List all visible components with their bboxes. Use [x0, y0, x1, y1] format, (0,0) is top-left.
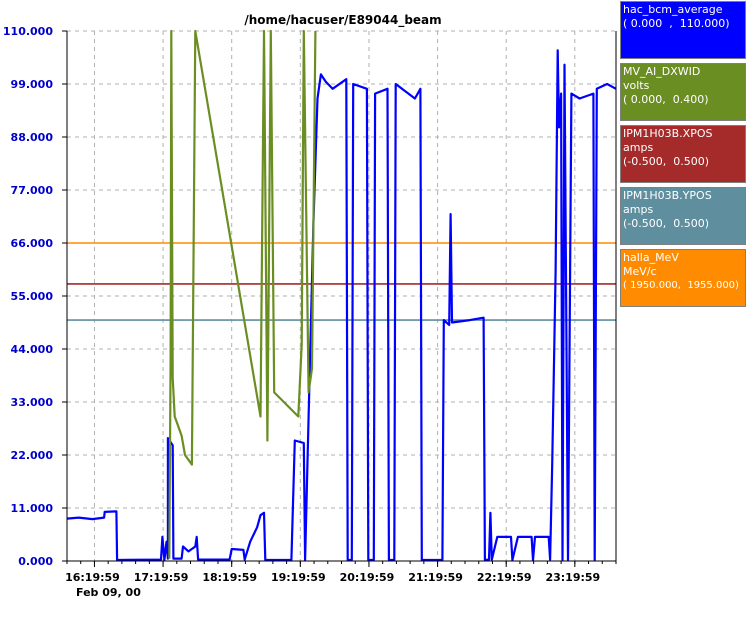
legend-item: hac_bcm_average( 0.000 , 110.000)	[620, 1, 746, 59]
y-tick-label: 55.000	[11, 290, 54, 303]
x-tick-label: 17:19:59	[134, 571, 189, 584]
series-lines	[66, 29, 617, 562]
legend-unit: amps	[623, 141, 654, 154]
legend-unit: amps	[623, 203, 654, 216]
y-tick-label: 88.000	[11, 131, 54, 144]
legend-range: ( 0.000 , 110.000)	[623, 17, 730, 30]
x-tick-label: 23:19:59	[545, 571, 600, 584]
y-tick-label: 22.000	[11, 449, 54, 462]
chart-title: /home/hacuser/E89044_beam	[244, 13, 441, 28]
legend-range: ( 0.000, 0.400)	[623, 93, 709, 106]
y-tick-label: 0.000	[18, 555, 53, 568]
x-tick-label: 19:19:59	[271, 571, 326, 584]
legend-series-name: halla_MeV	[623, 251, 679, 264]
legend-item: halla_MeV MeV/c ( 1950.000, 1955.000)	[620, 249, 746, 307]
x-tick-label: 16:19:59	[65, 571, 120, 584]
x-tick-label: 18:19:59	[202, 571, 257, 584]
legend-item: IPM1H03B.YPOS amps (-0.500, 0.500)	[620, 187, 746, 245]
x-tick-label: 21:19:59	[408, 571, 463, 584]
y-tick-label: 33.000	[11, 396, 54, 409]
legend-unit: MeV/c	[623, 265, 657, 278]
y-tick-label: 66.000	[11, 237, 54, 250]
legend-series-name: IPM1H03B.YPOS	[623, 189, 712, 202]
legend-item: MV_AI_DXWID volts( 0.000, 0.400)	[620, 63, 746, 121]
legend-unit: volts	[623, 79, 650, 92]
mv-ai-dxwid-line	[168, 29, 317, 559]
x-tick-label: 22:19:59	[477, 571, 532, 584]
legend-series-name: hac_bcm_average	[623, 3, 723, 16]
x-tick-label: 20:19:59	[340, 571, 395, 584]
y-tick-label: 110.000	[3, 25, 53, 38]
hac-bcm-average-line	[66, 49, 617, 562]
date-label: Feb 09, 00	[76, 586, 141, 599]
axes: 0.000 11.000 22.000 33.000 44.000 55.000 66.00…	[3, 25, 617, 584]
y-tick-label: 11.000	[11, 502, 54, 515]
legend-series-name: IPM1H03B.XPOS	[623, 127, 713, 140]
legend-item: IPM1H03B.XPOS amps (-0.500, 0.500)	[620, 125, 746, 183]
legend-range: (-0.500, 0.500)	[623, 155, 710, 168]
y-tick-label: 77.000	[11, 184, 54, 197]
level-lines	[67, 242, 616, 321]
y-tick-label: 44.000	[11, 343, 54, 356]
legend-range: (-0.500, 0.500)	[623, 217, 710, 230]
legend-range: ( 1950.000, 1955.000)	[623, 280, 739, 291]
legend-series-name: MV_AI_DXWID	[623, 65, 701, 78]
y-tick-label: 99.000	[11, 78, 54, 91]
